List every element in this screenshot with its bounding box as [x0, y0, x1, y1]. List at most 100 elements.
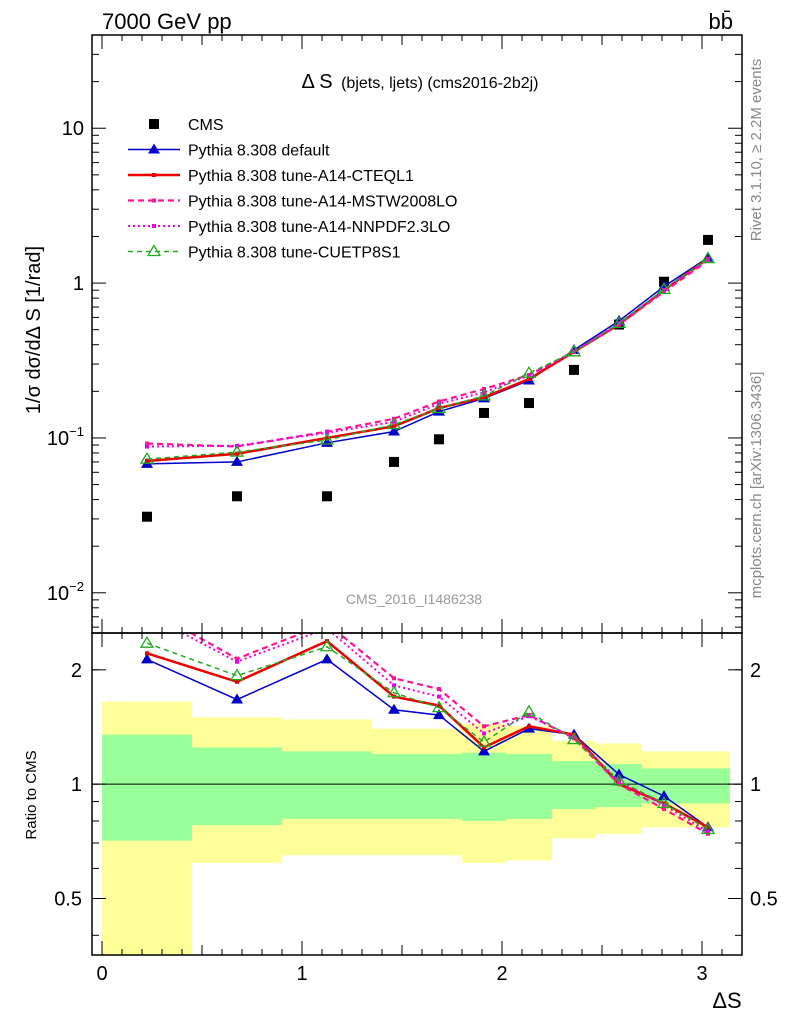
ratio-y-tick-label-right: 0.5: [750, 889, 778, 911]
legend-entry-cuetp8s1: Pythia 8.308 tune-CUETP8S1: [128, 244, 401, 262]
ratio-point-default: [433, 709, 445, 720]
ratio-point-nnpdf: [572, 735, 576, 740]
title-symbol: Δ S: [301, 71, 332, 93]
y-tick-exponent: −2: [69, 579, 84, 594]
ratio-point-cuetp8s1: [521, 704, 537, 717]
legend-marker-cuetp8s1: [146, 244, 162, 257]
ratio-point-cuetp8s1: [566, 732, 582, 745]
band-inner-bin: [506, 754, 552, 819]
point-cuetp8s1: [566, 344, 582, 357]
point-cuetp8s1: [319, 432, 335, 445]
x-axis-label: ΔS: [712, 988, 741, 1013]
legend-label-nnpdf: Pythia 8.308 tune-A14-NNPDF2.3LO: [188, 219, 450, 236]
ratio-point-nnpdf: [145, 612, 149, 616]
point-nnpdf: [145, 444, 149, 449]
title-detail: (bjets, ljets) (cms2016-2b2j): [341, 75, 538, 92]
ratio-point-cteql1: [482, 745, 486, 750]
legend-label-default: Pythia 8.308 default: [188, 143, 330, 160]
plot-title: Δ S (bjets, ljets) (cms2016-2b2j): [301, 71, 538, 93]
legend-marker-data: [149, 119, 159, 129]
x-tick-label: 1: [296, 963, 307, 985]
ratio-point-cuetp8s1: [431, 700, 447, 713]
legend-marker-default: [148, 143, 160, 154]
ratio-point-cteql1: [527, 724, 531, 729]
series-line-nnpdf: [146, 258, 709, 448]
point-cuetp8s1: [611, 316, 627, 328]
point-cuetp8s1: [386, 417, 402, 430]
y-tick-label: 10−1: [47, 424, 84, 450]
ratio-point-cteql1: [235, 679, 239, 684]
ratio-point-cuetp8s1: [700, 822, 716, 835]
ratio-point-cteql1: [437, 703, 441, 708]
ratio-point-nnpdf: [325, 626, 329, 630]
legend-marker-nnpdf: [152, 224, 156, 228]
ratio-point-nnpdf: [662, 803, 666, 808]
point-data: [389, 456, 399, 467]
point-cuetp8s1: [700, 251, 716, 264]
series-data: [142, 234, 713, 522]
band-inner-bin: [372, 754, 416, 819]
y-tick-base: 10: [62, 118, 84, 140]
point-data: [703, 234, 713, 245]
ratio-point-default: [658, 790, 670, 801]
band-inner-bin: [102, 734, 192, 841]
x-tick-label: 3: [696, 963, 707, 985]
analysis-watermark: CMS_2016_I1486238: [346, 591, 482, 607]
legend: CMS Pythia 8.308 default Pythia 8.308 tune…: [128, 117, 457, 262]
point-nnpdf: [527, 373, 531, 378]
series-line-default: [146, 257, 709, 465]
y-tick-label: 10−2: [47, 579, 84, 605]
ratio-line-cuetp8s1: [146, 642, 709, 831]
point-cteql1: [235, 451, 239, 456]
y-tick-base: 1: [73, 273, 84, 295]
ratio-point-cuetp8s1: [139, 635, 155, 648]
series-line-cteql1: [146, 257, 709, 463]
ratio-point-cuetp8s1: [229, 668, 245, 681]
y-tick-base: 10: [47, 428, 69, 450]
point-cuetp8s1: [476, 388, 492, 401]
point-nnpdf: [392, 419, 396, 424]
legend-label-mstw: Pythia 8.308 tune-A14-MSTW2008LO: [188, 194, 457, 211]
legend-entry-data: CMS: [149, 117, 224, 134]
ratio-point-nnpdf: [706, 829, 710, 834]
ratio-point-mstw: [235, 656, 239, 661]
ratio-point-nnpdf: [437, 694, 441, 699]
point-cuetp8s1: [521, 365, 537, 378]
mcplots-label: mcplots.cern.ch [arXiv:1306.3436]: [748, 372, 765, 599]
point-cuetp8s1: [139, 451, 155, 464]
ratio-point-cuetp8s1: [476, 734, 492, 747]
point-nnpdf: [437, 401, 441, 406]
ratio-point-cuetp8s1: [386, 685, 402, 698]
point-data: [524, 398, 534, 409]
legend-entry-mstw: Pythia 8.308 tune-A14-MSTW2008LO: [128, 194, 457, 211]
ratio-point-default: [141, 653, 153, 664]
ratio-point-default: [231, 693, 243, 704]
y-tick-base: 10: [47, 583, 69, 605]
band-inner-bin: [192, 747, 282, 826]
point-cteql1: [392, 424, 396, 429]
point-default: [231, 455, 243, 466]
ratio-y-tick-label-left: 2: [71, 660, 82, 682]
ratio-point-cteql1: [145, 651, 149, 656]
ratio-point-default: [613, 768, 625, 779]
main-ylabel: 1/σ dσ/dΔ S [1/rad]: [23, 246, 45, 414]
point-nnpdf: [482, 390, 486, 395]
ratio-uncertainty-bands: [92, 701, 742, 955]
legend-marker-mstw: [152, 198, 156, 203]
point-data: [479, 407, 489, 418]
point-data: [434, 434, 444, 445]
ratio-point-mstw: [392, 676, 396, 681]
ratio-point-cuetp8s1: [611, 773, 627, 786]
x-tick-label: 0: [96, 963, 107, 985]
x-tick-label: 2: [496, 963, 507, 985]
point-cteql1: [325, 435, 329, 440]
ratio-point-mstw: [617, 782, 621, 787]
legend-label-data: CMS: [188, 117, 224, 134]
point-data: [569, 364, 579, 375]
process-label: bb̄: [709, 9, 733, 34]
ratio-point-nnpdf: [482, 731, 486, 736]
ratio-ylabel: Ratio to CMS: [23, 750, 40, 839]
series-mstw: [145, 258, 710, 449]
ratio-point-mstw: [437, 687, 441, 692]
